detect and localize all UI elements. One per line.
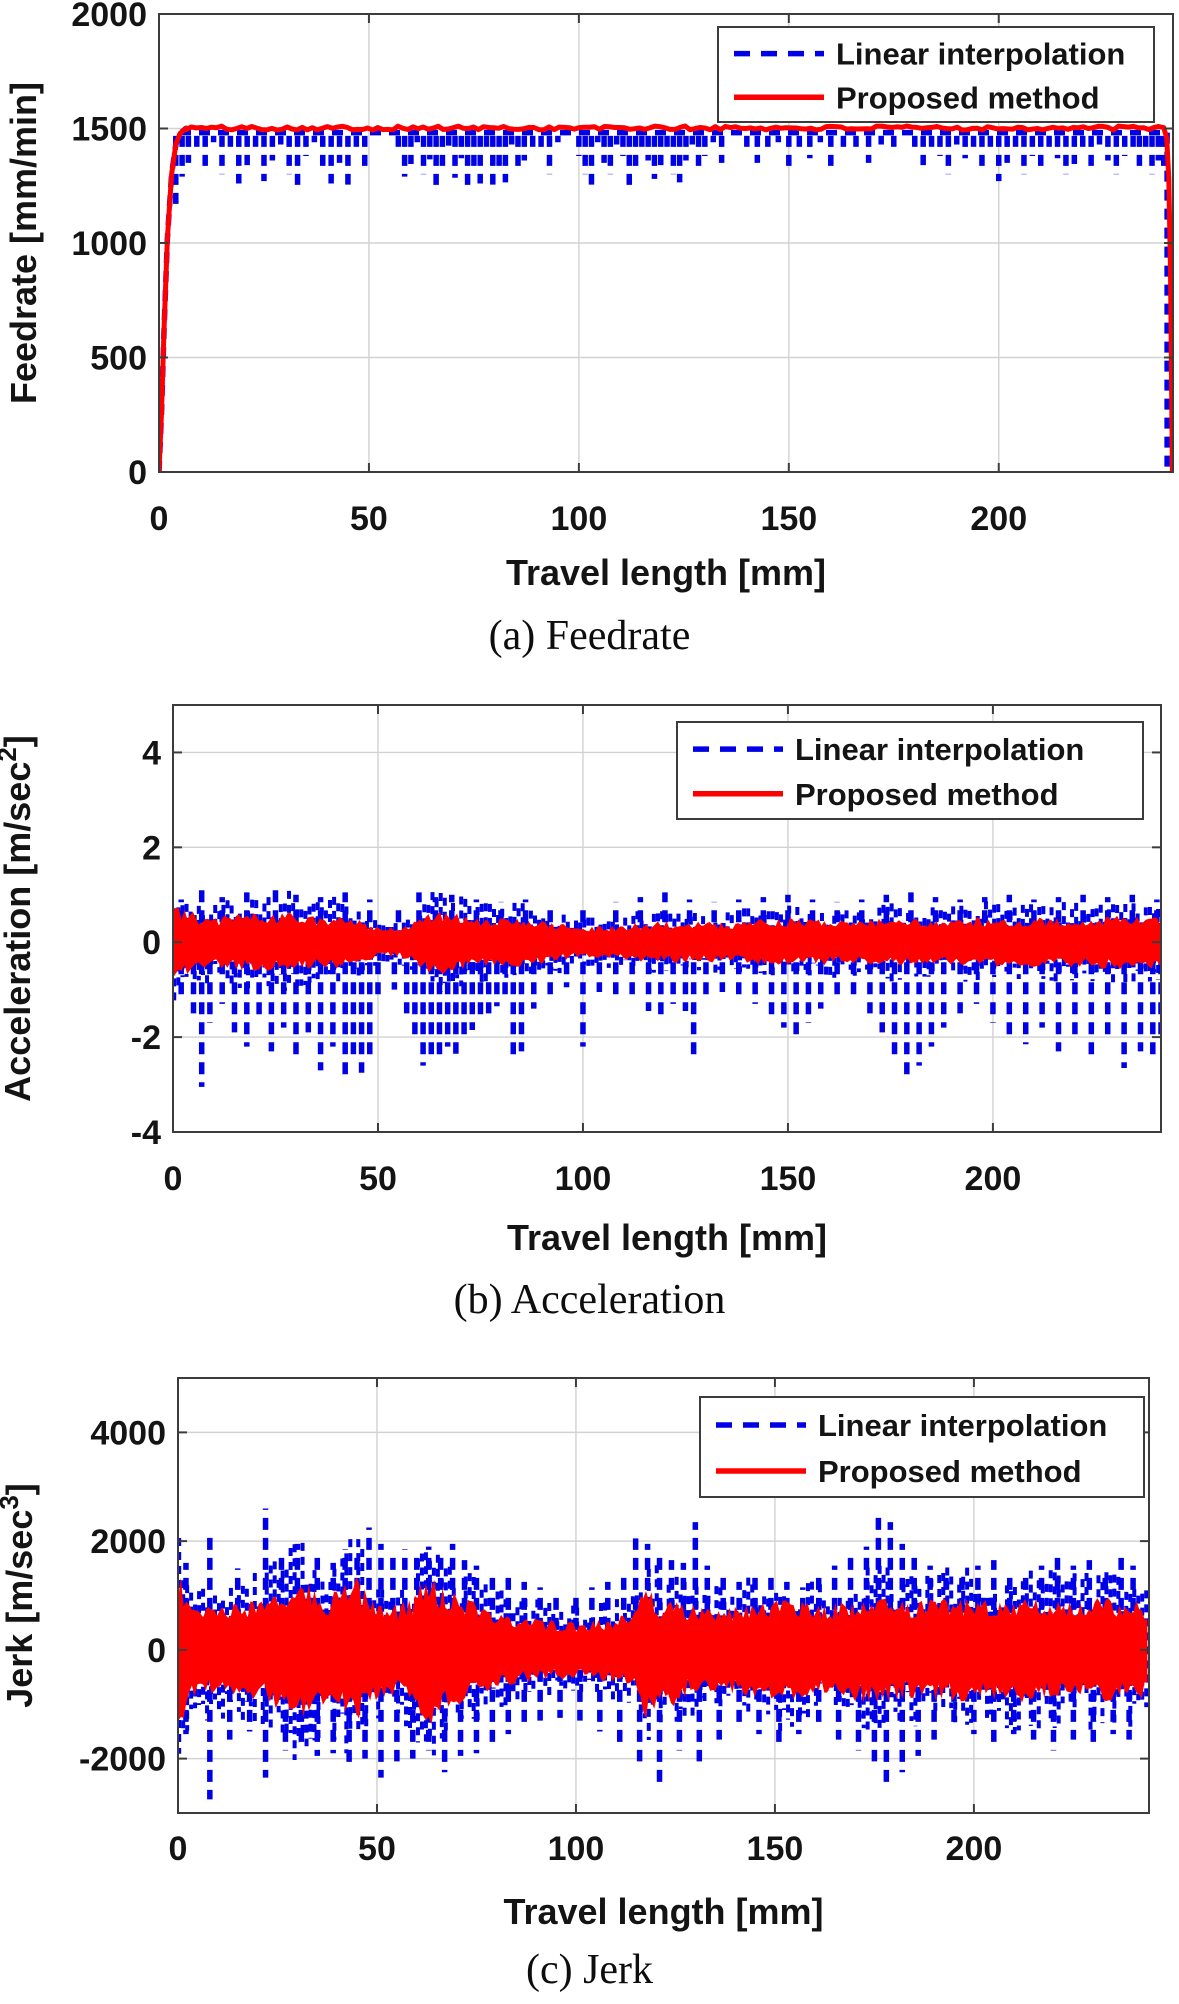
chart-jerk: 0 50 100 150 200 -2000 0 2000 4000 Travel length … xyxy=(0,1336,1179,2004)
ticks xyxy=(177,1378,1149,1813)
y-tick-label: 4 xyxy=(142,734,161,772)
chart-feedrate: 0 50 100 150 200 0 500 1000 1500 2000 Travel lengt… xyxy=(0,0,1179,672)
caption-jerk: (c) Jerk xyxy=(525,1947,654,1993)
y-tick-label: -2 xyxy=(131,1019,161,1057)
series-area xyxy=(159,123,1173,472)
y-tick-label: 0 xyxy=(128,454,147,492)
x-tick-label: 150 xyxy=(747,1830,804,1868)
caption-feedrate: (a) Feedrate xyxy=(488,613,691,659)
legend-box xyxy=(717,26,1155,123)
x-tick-label: 200 xyxy=(965,1160,1022,1198)
series-area xyxy=(173,885,1161,1087)
x-tick-label: 100 xyxy=(551,500,608,538)
acceleration-plot: 0 50 100 150 200 -4 -2 0 2 4 Travel length [mm] Acc… xyxy=(0,704,1162,1258)
caption-acceleration: (b) Acceleration xyxy=(453,1277,726,1323)
x-tick-label: 200 xyxy=(946,1830,1003,1868)
legend: Linear interpolation Proposed method xyxy=(717,26,1155,123)
plot-box xyxy=(172,704,1162,1133)
series-proposed xyxy=(173,907,1161,978)
x-tick-label: 200 xyxy=(970,500,1027,538)
ticks xyxy=(172,705,1161,1133)
x-tick-label: 50 xyxy=(359,1160,397,1198)
y-axis-label: Feedrate [mm/min] xyxy=(3,82,44,404)
series-area xyxy=(178,1508,1149,1800)
legend-label: Proposed method xyxy=(795,777,1059,812)
plot-box xyxy=(177,1377,1150,1814)
series-linear xyxy=(159,125,1170,472)
y-tick-label: -4 xyxy=(131,1114,161,1152)
y-axis-label: Acceleration [m/sec2] xyxy=(0,735,38,1102)
series-proposed xyxy=(159,123,1173,472)
legend-label: Proposed method xyxy=(836,80,1100,115)
y-tick-label: 0 xyxy=(147,1632,166,1670)
x-tick-label: 50 xyxy=(350,500,388,538)
x-tick-label: 150 xyxy=(760,500,817,538)
x-axis-label: Travel length [mm] xyxy=(507,1217,827,1258)
y-axis-label: Jerk [m/sec3] xyxy=(0,1483,40,1708)
legend-label: Linear interpolation xyxy=(818,1408,1107,1443)
y-tick-label: 2000 xyxy=(71,0,147,34)
chart-acceleration: 0 50 100 150 200 -4 -2 0 2 4 Travel length [mm] Acc… xyxy=(0,672,1179,1336)
legend-box xyxy=(699,1396,1145,1498)
x-tick-label: 150 xyxy=(760,1160,817,1198)
legend: Linear interpolation Proposed method xyxy=(676,721,1144,820)
legend-box xyxy=(676,721,1144,820)
x-tick-label: 0 xyxy=(150,500,169,538)
x-tick-label: 50 xyxy=(358,1830,396,1868)
series-proposed xyxy=(178,1577,1148,1725)
legend: Linear interpolation Proposed method xyxy=(699,1396,1145,1498)
x-tick-label: 0 xyxy=(169,1830,188,1868)
x-axis-label: Travel length [mm] xyxy=(503,1891,823,1932)
y-tick-label: -2000 xyxy=(79,1741,166,1779)
y-tick-label: 500 xyxy=(90,340,147,378)
legend-label: Linear interpolation xyxy=(795,732,1084,767)
y-tick-label: 2 xyxy=(142,829,161,867)
y-tick-label: 1000 xyxy=(71,225,147,263)
x-tick-label: 100 xyxy=(555,1160,612,1198)
jerk-plot: 0 50 100 150 200 -2000 0 2000 4000 Travel length … xyxy=(0,1377,1150,1932)
legend-label: Proposed method xyxy=(818,1454,1082,1489)
y-tick-label: 4000 xyxy=(90,1414,166,1452)
ticks xyxy=(158,13,1173,473)
y-tick-label: 2000 xyxy=(90,1523,166,1561)
x-axis-label: Travel length [mm] xyxy=(506,552,826,593)
y-tick-label: 0 xyxy=(142,924,161,962)
x-tick-label: 100 xyxy=(548,1830,605,1868)
x-tick-label: 0 xyxy=(164,1160,183,1198)
y-tick-label: 1500 xyxy=(71,111,147,149)
legend-label: Linear interpolation xyxy=(836,37,1125,72)
